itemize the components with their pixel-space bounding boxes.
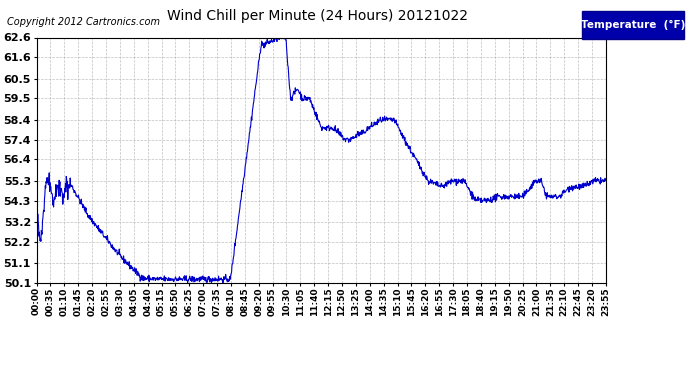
Text: Copyright 2012 Cartronics.com: Copyright 2012 Cartronics.com bbox=[7, 17, 160, 27]
Text: Temperature  (°F): Temperature (°F) bbox=[580, 20, 685, 30]
Text: Wind Chill per Minute (24 Hours) 20121022: Wind Chill per Minute (24 Hours) 2012102… bbox=[167, 9, 468, 23]
